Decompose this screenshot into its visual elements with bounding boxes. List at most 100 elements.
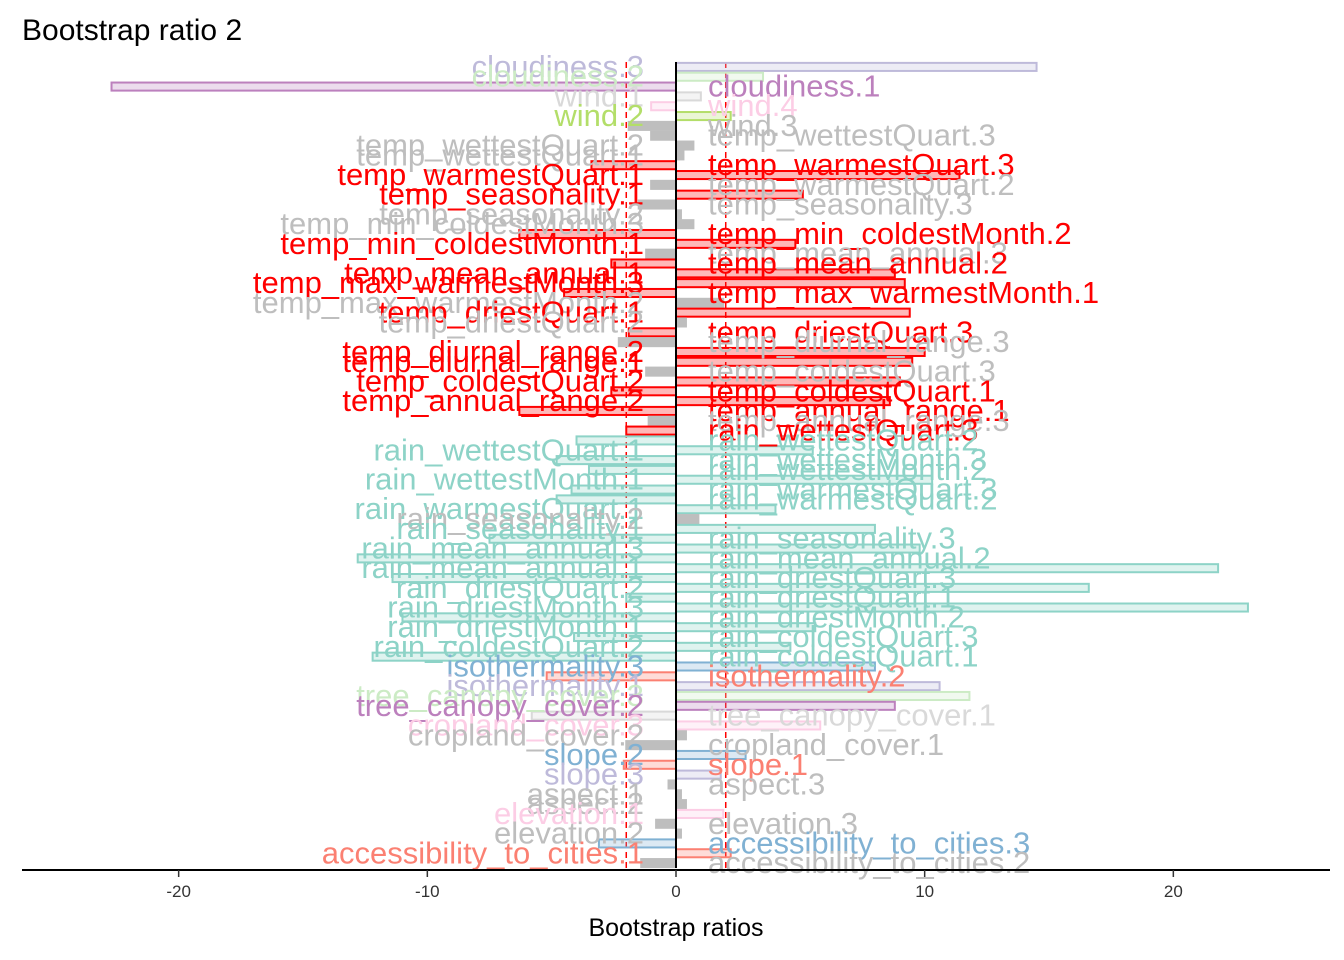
bar-temp-wettestquart-2 — [675, 140, 695, 151]
bar-label: wind.1 — [553, 78, 644, 113]
bar-label: temp_max_warmestMonth.1 — [708, 275, 1099, 310]
x-tick-label: 20 — [1164, 882, 1183, 901]
bar-label: temp_min_coldestMonth.3 — [280, 206, 644, 241]
bar-label: temp_mean_annual.2 — [708, 246, 1008, 281]
bar-temp-seasonality-3 — [637, 199, 678, 210]
bar-label: rain_wettestMonth.2 — [708, 452, 987, 487]
bar-label: tree_canopy_cover.2 — [356, 688, 644, 723]
bar-temp-driestquart-2 — [675, 317, 687, 328]
bar-label: cloudiness.2 — [472, 59, 644, 94]
bar-label: temp_seasonality.3 — [708, 187, 973, 222]
bar-label: rain_wettestQuart.2 — [708, 422, 979, 457]
bar-label: isothermality.3 — [446, 649, 644, 684]
bar-aspect-3 — [667, 779, 677, 790]
bar-label: rain_seasonality.1 — [396, 511, 644, 546]
x-axis-label: Bootstrap ratios — [588, 914, 763, 942]
bar-label: rain_seasonality.3 — [708, 521, 956, 556]
bar-label: temp_wettestQuart.3 — [708, 118, 996, 153]
bar-label: temp_wettestQuart.2 — [356, 128, 644, 163]
bar-label: cropland_cover.1 — [708, 727, 944, 762]
bar-label: tree_canopy_cover.1 — [708, 698, 996, 733]
bar-label: temp_driestQuart.2 — [379, 304, 644, 339]
bar-label: temp_diurnal_range.1 — [342, 344, 644, 379]
bar-label: temp_mean_annual.3 — [708, 236, 1008, 271]
bar-rain-seasonality-2 — [675, 514, 700, 525]
x-tick-label: 0 — [671, 882, 680, 901]
bar-label: aspect.2 — [527, 786, 644, 821]
bar-label: rain_driestQuart.2 — [396, 570, 644, 605]
bar-label: temp_coldestQuart.2 — [356, 363, 644, 398]
bar-label: slope.3 — [544, 757, 644, 792]
bar-label: rain_coldestQuart.3 — [708, 619, 979, 654]
bar-label: rain_wettestQuart.1 — [373, 432, 644, 467]
bar-label: temp_max_warmestMonth.3 — [253, 265, 644, 300]
bar-wind-4 — [650, 101, 677, 112]
bar-label: wind.4 — [707, 88, 798, 123]
x-axis-ticks: -20 -10 0 10 20 — [166, 870, 1183, 901]
bar-label: temp_coldestQuart.3 — [708, 354, 996, 389]
bar-label: slope.1 — [708, 747, 808, 782]
bar-aspect-2 — [675, 799, 687, 810]
bar-label: slope.2 — [544, 737, 644, 772]
bar-label: aspect.1 — [527, 776, 644, 811]
bar-temp-coldestquart-3 — [645, 366, 677, 377]
bar-label: isothermality.2 — [708, 658, 906, 693]
bar-label: temp_coldestQuart.1 — [708, 373, 996, 408]
bar-label: temp_warmestQuart.2 — [708, 167, 1015, 202]
bar-label: temp_diurnal_range.2 — [342, 334, 644, 369]
bar-label: tree_canopy_cover.3 — [356, 678, 644, 713]
bar-temp-min-coldestmonth-3 — [675, 219, 695, 230]
bar-temp-annual-range-3 — [647, 415, 677, 426]
bar-temp-wettestquart-1 — [675, 150, 685, 161]
bar-accessibility-to-cities-2 — [640, 858, 678, 869]
bar-label: temp_warmestQuart.3 — [708, 147, 1015, 182]
bar-label: rain_coldestQuart.1 — [708, 639, 979, 674]
bar-label: rain_warmestQuart.2 — [708, 481, 997, 516]
x-tick-label: -20 — [166, 882, 191, 901]
bar-label: temp_annual_range.3 — [708, 403, 1010, 438]
x-tick-label: 10 — [915, 882, 934, 901]
bar-label: rain_warmestQuart.3 — [708, 472, 997, 507]
bar-elevation-3 — [655, 818, 677, 829]
bar-label: temp_mean_annual.1 — [344, 255, 644, 290]
bar-label: rain_seasonality.2 — [396, 501, 644, 536]
chart-title: Bootstrap ratio 2 — [22, 14, 242, 47]
bar-label: wind.2 — [553, 98, 644, 133]
bar-label: temp_annual_range.2 — [342, 383, 644, 418]
bar-label: accessibility_to_cities.2 — [708, 845, 1030, 880]
bar-label: temp_min_coldestMonth.2 — [708, 216, 1072, 251]
bar-label: temp_annual_range.1 — [708, 393, 1010, 428]
bar-label: temp_driestQuart.3 — [708, 314, 973, 349]
bar-label: cloudiness.3 — [472, 49, 644, 84]
bar-label: cropland_cover.2 — [408, 717, 644, 752]
bar-label: cropland_cover.3 — [408, 707, 644, 742]
bar-label: temp_min_coldestMonth.1 — [280, 226, 644, 261]
bar-label: rain_driestMonth.3 — [387, 590, 644, 625]
bar-label: accessibility_to_cities.3 — [708, 825, 1030, 860]
bar-label: cloudiness.1 — [708, 69, 880, 104]
bar-label: elevation.3 — [708, 806, 858, 841]
bar-label: rain_warmestQuart.1 — [355, 491, 644, 526]
bar-label: rain_mean_annual.3 — [361, 531, 644, 566]
bar-label: rain_mean_annual.1 — [361, 550, 644, 585]
bar-label: isothermality.1 — [446, 668, 644, 703]
bar-label: rain_driestMonth.2 — [708, 599, 965, 634]
bar-label: elevation.1 — [494, 796, 644, 831]
bar-label: rain_coldestQuart.2 — [373, 629, 644, 664]
bar-label: temp_wettestQuart.1 — [356, 137, 644, 172]
bar-label: rain_wettestMonth.3 — [708, 442, 987, 477]
bar-label: temp_seasonality.2 — [379, 196, 644, 231]
bar-label: wind.3 — [707, 108, 798, 143]
bar-label: rain_wettestQuart.3 — [708, 413, 979, 448]
bar-label: temp_seasonality.1 — [379, 177, 644, 212]
bars — [110, 61, 1249, 869]
bar-temp-mean-annual-3 — [645, 248, 677, 259]
x-tick-label: -10 — [415, 882, 440, 901]
bar-label: aspect.3 — [708, 766, 825, 801]
bar-temp-warmestquart-2 — [650, 179, 677, 190]
bar-label: elevation.2 — [494, 816, 644, 851]
bar-label: temp_max_warmestMonth.2 — [253, 285, 644, 320]
bar-label: rain_driestMonth.1 — [387, 609, 644, 644]
